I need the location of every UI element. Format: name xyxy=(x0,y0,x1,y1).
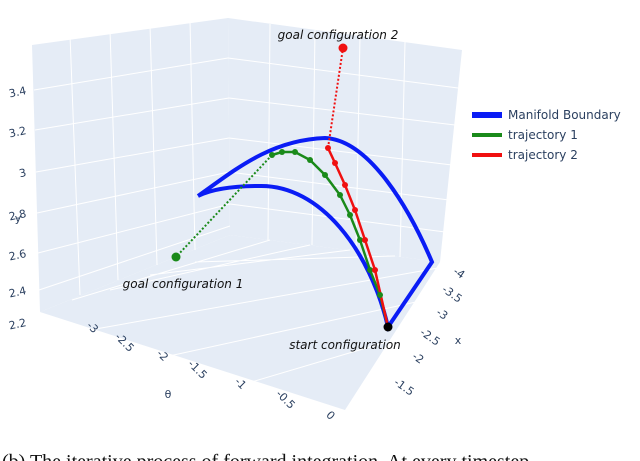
trajectory-1-dotted xyxy=(175,154,273,258)
trajectory-marker xyxy=(325,145,331,151)
grid xyxy=(33,19,459,387)
pane-floor xyxy=(40,235,440,410)
y-tick-label: 2.6 xyxy=(8,247,28,263)
x-tick-label: -3.5 xyxy=(439,283,464,306)
x-tick-label: -4 xyxy=(451,265,467,282)
trajectory-marker xyxy=(367,267,373,273)
legend-label: trajectory 2 xyxy=(508,148,578,162)
x-axis-title: x xyxy=(455,334,462,347)
y-tick-label: 3.4 xyxy=(8,84,28,100)
trajectory-marker xyxy=(337,192,343,198)
annotation: goal configuration 1 xyxy=(123,277,244,291)
trajectory-marker xyxy=(342,182,348,188)
trajectory-marker xyxy=(377,292,383,298)
manifold-boundary xyxy=(196,135,435,332)
y-tick-label: 2.8 xyxy=(8,207,28,223)
goal-point xyxy=(171,252,181,262)
x-tick-label: -2.5 xyxy=(417,326,442,349)
trajectory-2-dotted xyxy=(327,47,344,149)
theta-tick-label: 0 xyxy=(323,408,337,422)
trajectory-marker xyxy=(307,157,313,163)
annotation: start configuration xyxy=(289,338,401,352)
theta-axis-title: θ xyxy=(165,388,172,401)
trajectory-marker xyxy=(292,149,298,155)
pane-back xyxy=(228,18,462,262)
pane-left xyxy=(32,18,230,312)
goal-point xyxy=(338,43,348,53)
x-tick-label: -1.5 xyxy=(391,376,416,399)
y-axis-title: y xyxy=(15,212,22,225)
legend-label: trajectory 1 xyxy=(508,128,578,142)
y-tick-label: 2.2 xyxy=(8,316,28,332)
trajectory-marker xyxy=(372,267,378,273)
trajectory-marker xyxy=(352,207,358,213)
legend: Manifold Boundary trajectory 1 trajectory … xyxy=(472,108,621,162)
y-tick-label: 2.4 xyxy=(8,284,28,300)
trajectory-marker xyxy=(362,237,368,243)
trajectory-marker xyxy=(332,160,338,166)
trajectory-marker xyxy=(322,172,328,178)
caption: (b) The iterative process of forward int… xyxy=(2,451,529,461)
x-tick-label: -2 xyxy=(410,350,426,367)
trajectory-marker xyxy=(347,212,353,218)
y-tick-label: 3.2 xyxy=(8,124,28,140)
annotation: goal configuration 2 xyxy=(278,28,399,42)
x-tick-label: -3 xyxy=(434,306,450,323)
trajectory-marker xyxy=(357,237,363,243)
trajectory-marker xyxy=(279,149,285,155)
start-point xyxy=(383,322,393,332)
y-tick-label: 3 xyxy=(18,166,28,180)
legend-label: Manifold Boundary xyxy=(508,108,621,122)
trajectory-marker xyxy=(269,152,275,158)
